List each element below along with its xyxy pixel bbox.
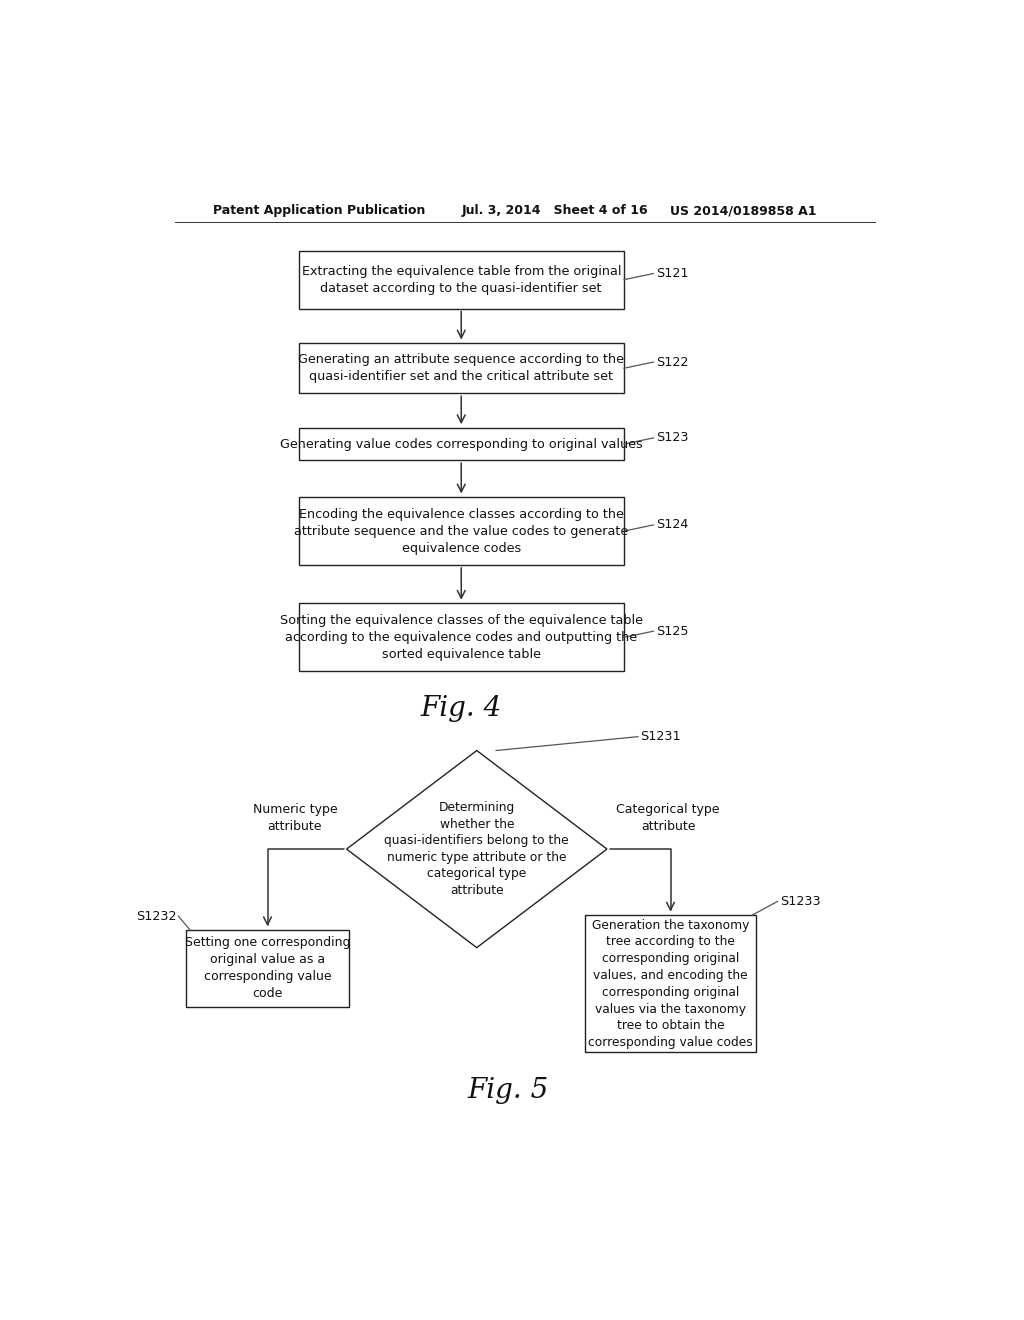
Text: S1232: S1232 [136,909,177,923]
FancyBboxPatch shape [299,251,624,309]
FancyBboxPatch shape [186,929,349,1007]
Text: S124: S124 [656,519,689,532]
Text: Determining
whether the
quasi-identifiers belong to the
numeric type attribute o: Determining whether the quasi-identifier… [384,801,569,896]
FancyBboxPatch shape [299,498,624,565]
Text: Generation the taxonomy
tree according to the
corresponding original
values, and: Generation the taxonomy tree according t… [588,919,753,1049]
Text: Setting one corresponding
original value as a
corresponding value
code: Setting one corresponding original value… [184,936,350,1001]
Text: Numeric type
attribute: Numeric type attribute [253,804,337,833]
Text: Jul. 3, 2014   Sheet 4 of 16: Jul. 3, 2014 Sheet 4 of 16 [461,205,648,218]
Text: S1231: S1231 [640,730,681,743]
Text: Extracting the equivalence table from the original
dataset according to the quas: Extracting the equivalence table from th… [301,265,621,294]
Text: Generating an attribute sequence according to the
quasi-identifier set and the c: Generating an attribute sequence accordi… [298,354,625,383]
Text: Fig. 5: Fig. 5 [467,1077,549,1105]
Text: S121: S121 [656,267,689,280]
FancyBboxPatch shape [299,343,624,393]
Text: Fig. 4: Fig. 4 [421,694,502,722]
Text: Sorting the equivalence classes of the equivalence table
according to the equiva: Sorting the equivalence classes of the e… [280,614,643,661]
FancyBboxPatch shape [299,428,624,461]
Text: Patent Application Publication: Patent Application Publication [213,205,426,218]
FancyBboxPatch shape [586,915,756,1052]
Text: S122: S122 [656,355,689,368]
Text: S125: S125 [656,624,689,638]
Text: Categorical type
attribute: Categorical type attribute [616,804,720,833]
Text: Encoding the equivalence classes according to the
attribute sequence and the val: Encoding the equivalence classes accordi… [294,508,629,554]
Polygon shape [346,751,607,948]
Text: S123: S123 [656,432,689,445]
Text: Generating value codes corresponding to original values: Generating value codes corresponding to … [280,437,643,450]
Text: US 2014/0189858 A1: US 2014/0189858 A1 [671,205,817,218]
Text: S1233: S1233 [779,895,820,908]
FancyBboxPatch shape [299,603,624,671]
